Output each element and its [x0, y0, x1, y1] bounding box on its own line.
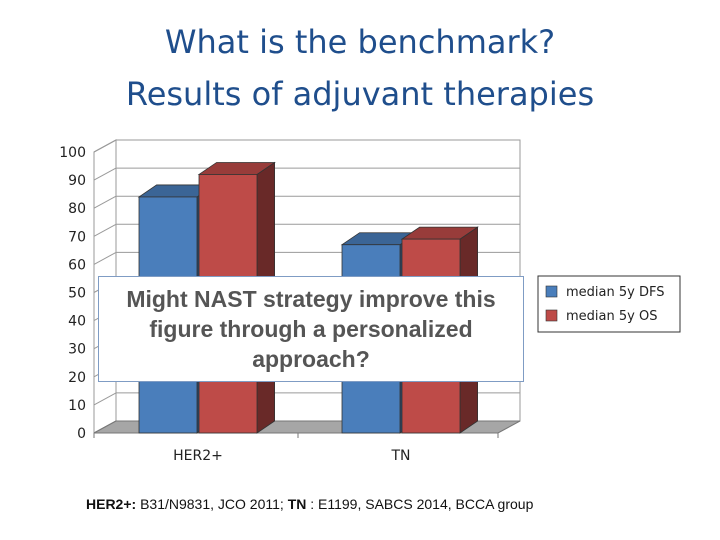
- overlay-question-box: Might NAST strategy improve this figure …: [98, 276, 524, 382]
- x-category-label: HER2+: [173, 448, 223, 464]
- y-tick-label: 70: [68, 229, 86, 245]
- legend-label: median 5y OS: [566, 309, 657, 324]
- legend-swatch: [545, 285, 558, 298]
- y-tick-label: 20: [68, 370, 86, 386]
- y-tick-label: 30: [68, 342, 86, 358]
- x-category-label: TN: [390, 448, 410, 464]
- gridline-side: [93, 195, 117, 209]
- gridline-side: [93, 139, 117, 153]
- y-tick-label: 50: [68, 286, 86, 302]
- y-tick-label: 10: [68, 398, 86, 414]
- y-tick-label: 60: [68, 257, 86, 273]
- footer-group: group: [493, 496, 534, 512]
- gridline-side: [93, 392, 117, 406]
- legend-label: median 5y DFS: [566, 285, 664, 300]
- y-tick-label: 40: [68, 314, 86, 330]
- footer-references: HER2+: B31/N9831, JCO 2011; TN : E1199, …: [86, 496, 533, 512]
- gridline-side: [93, 251, 117, 265]
- footer-her2-ref: B31/N9831, JCO 2011;: [136, 496, 288, 512]
- y-tick-label: 90: [68, 173, 86, 189]
- y-tick-label: 0: [77, 426, 86, 442]
- y-tick-label: 80: [68, 201, 86, 217]
- gridline-side: [93, 223, 117, 237]
- title-line-1: What is the benchmark?: [164, 23, 556, 61]
- legend-swatch: [545, 309, 558, 322]
- footer-tn-label: TN: [287, 496, 307, 512]
- y-tick-label: 100: [59, 145, 86, 161]
- title-line-2: Results of adjuvant therapies: [125, 75, 595, 113]
- footer-her2-label: HER2+:: [86, 496, 137, 512]
- gridline-side: [93, 167, 117, 181]
- legend-box: [537, 275, 681, 333]
- footer-tn-ref: : E1199, SABCS 2014, BCCA: [306, 496, 494, 512]
